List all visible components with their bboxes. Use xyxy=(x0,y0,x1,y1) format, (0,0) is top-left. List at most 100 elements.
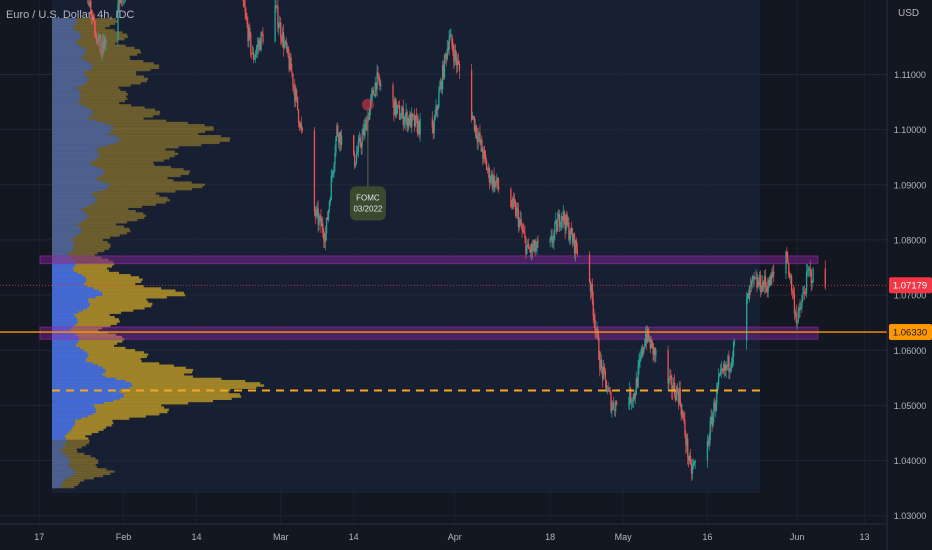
profile-bar-core xyxy=(52,238,72,242)
candle-body xyxy=(97,37,99,43)
profile-bar xyxy=(52,280,142,284)
candle-body xyxy=(93,21,96,29)
candle-body xyxy=(630,401,633,403)
profile-bar xyxy=(52,77,148,81)
profile-bar xyxy=(52,402,189,405)
candle-body xyxy=(376,72,378,90)
profile-bar-core xyxy=(52,33,81,36)
profile-bar-core xyxy=(52,40,78,43)
profile-bar-core xyxy=(52,402,104,405)
profile-bar-core xyxy=(52,243,75,246)
profile-bar-core xyxy=(52,426,73,429)
profile-bar xyxy=(52,293,186,297)
candle-body xyxy=(648,338,651,341)
candle-body xyxy=(589,281,592,292)
candle-body xyxy=(560,216,563,225)
price-axis[interactable]: 1.11000 1.10000 1.09000 1.08000 1.07000 1.060… xyxy=(894,70,927,521)
profile-bar xyxy=(52,24,110,28)
candle-body xyxy=(451,34,453,46)
profile-bar-core xyxy=(52,368,106,372)
profile-bar-core xyxy=(52,35,81,39)
time-axis[interactable]: 17 Feb 14 Mar 14 Apr 18 May 16 Jun 13 xyxy=(34,532,869,542)
profile-bar-core xyxy=(52,441,67,445)
profile-bar-core xyxy=(52,289,99,292)
marked-level-tag-box xyxy=(889,324,932,341)
candle-body xyxy=(416,117,419,133)
profile-bar-core xyxy=(52,457,69,460)
profile-bar xyxy=(52,42,116,45)
profile-bar xyxy=(52,130,206,134)
candle-body xyxy=(527,243,529,246)
candle-body xyxy=(482,151,484,159)
candle-body xyxy=(393,100,395,116)
profile-bar-core xyxy=(52,146,101,149)
profile-bar-core xyxy=(52,137,120,140)
profile-bar xyxy=(52,274,131,277)
candle-body xyxy=(554,222,556,233)
candle-body xyxy=(721,368,724,370)
profile-bar-core xyxy=(52,24,75,28)
profile-bar-core xyxy=(52,377,117,381)
candle-body xyxy=(758,281,760,286)
profile-bar xyxy=(52,335,122,339)
profile-bar xyxy=(52,66,159,70)
profile-bar xyxy=(52,71,137,74)
profile-bar-core xyxy=(52,258,74,261)
profile-bar-core xyxy=(52,351,87,354)
profile-bar-core xyxy=(52,119,96,122)
profile-bar-core xyxy=(52,360,87,363)
candle-body xyxy=(490,174,492,181)
profile-bar xyxy=(52,267,108,270)
profile-bar-core xyxy=(52,293,103,297)
candle-body xyxy=(756,277,758,288)
profile-bar-core xyxy=(52,64,93,67)
profile-bar-core xyxy=(52,97,81,100)
profile-bar-core xyxy=(52,287,94,290)
profile-bar xyxy=(52,62,154,65)
profile-bar-core xyxy=(52,311,79,314)
profile-bar-core xyxy=(52,44,80,47)
profile-bar-core xyxy=(52,73,84,76)
profile-bar xyxy=(52,245,111,248)
profile-bar-core xyxy=(52,413,93,416)
candle-body xyxy=(252,52,255,60)
profile-bar-core xyxy=(52,55,82,59)
profile-bar-core xyxy=(52,229,82,233)
profile-bar xyxy=(52,465,98,469)
profile-bar xyxy=(52,172,189,175)
fomc-event-marker[interactable]: FOMC 03/2022 xyxy=(349,98,386,221)
profile-bar-core xyxy=(52,210,84,213)
event-dot[interactable] xyxy=(361,98,374,111)
profile-bar xyxy=(52,212,144,215)
candle-body xyxy=(339,132,341,143)
price-zone[interactable] xyxy=(39,326,819,340)
profile-bar-core xyxy=(52,79,89,83)
candle-body xyxy=(558,213,561,227)
profile-bar-core xyxy=(52,424,75,427)
profile-bar xyxy=(52,234,120,237)
profile-bar xyxy=(52,95,126,98)
candle-body xyxy=(674,382,676,396)
profile-bar xyxy=(52,329,99,332)
profile-bar xyxy=(52,101,120,105)
profile-bar xyxy=(52,406,165,409)
profile-bar xyxy=(52,146,179,149)
profile-bar-core xyxy=(52,106,88,109)
candle-body xyxy=(492,175,494,187)
profile-bar-core xyxy=(52,18,77,21)
candle-body xyxy=(792,291,795,295)
candle-body xyxy=(651,340,653,343)
profile-bar xyxy=(52,240,108,244)
profile-bar xyxy=(52,194,160,198)
candle-body xyxy=(510,188,512,207)
price-zone[interactable] xyxy=(39,255,819,265)
profile-bar-core xyxy=(52,435,65,438)
candle-body xyxy=(92,16,95,22)
profile-bar xyxy=(52,37,125,41)
candle-body xyxy=(519,219,521,221)
candle-body xyxy=(454,49,456,62)
profile-bar xyxy=(52,333,117,337)
profile-bar-core xyxy=(52,165,98,169)
candle-body xyxy=(754,277,756,279)
